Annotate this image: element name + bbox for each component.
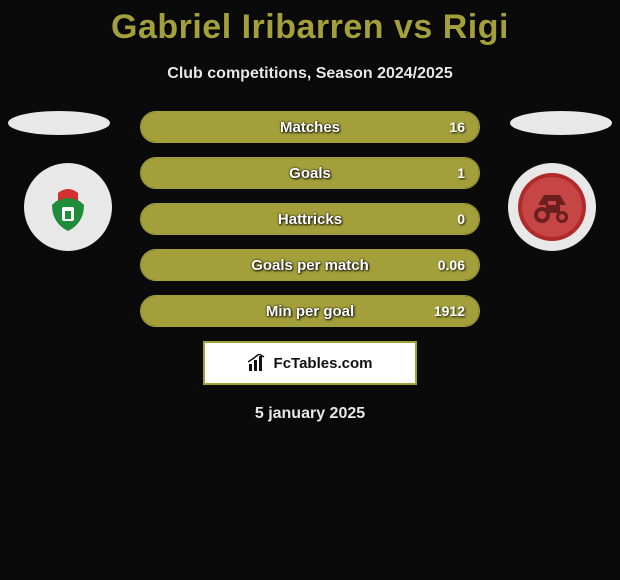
stat-label: Goals [141, 165, 479, 182]
stat-bar: Hattricks0 [140, 203, 480, 235]
stat-label: Min per goal [141, 303, 479, 320]
watermark[interactable]: FcTables.com [203, 341, 417, 385]
stat-bar: Matches16 [140, 111, 480, 143]
stat-bars: Matches16 Goals1 Hattricks0 Goals per match… [140, 111, 480, 327]
club-badge-right [508, 163, 596, 251]
bar-chart-icon [248, 354, 270, 372]
tractor-icon [516, 171, 588, 243]
stat-label: Hattricks [141, 211, 479, 228]
stat-value-right: 1912 [434, 303, 465, 319]
stat-bar: Goals1 [140, 157, 480, 189]
watermark-label: FcTables.com [274, 355, 373, 372]
stat-value-right: 1 [457, 165, 465, 181]
stat-value-right: 16 [449, 119, 465, 135]
player-photo-left-placeholder [8, 111, 110, 135]
stat-value-right: 0 [457, 211, 465, 227]
subtitle: Club competitions, Season 2024/2025 [0, 65, 620, 83]
stat-label: Matches [141, 119, 479, 136]
player-photo-right-placeholder [510, 111, 612, 135]
stat-bar: Goals per match0.06 [140, 249, 480, 281]
comparison-area: Matches16 Goals1 Hattricks0 Goals per match… [0, 111, 620, 423]
club-badge-left [24, 163, 112, 251]
stat-label: Goals per match [141, 257, 479, 274]
stat-value-right: 0.06 [438, 257, 465, 273]
date-label: 5 january 2025 [0, 405, 620, 423]
zob-ahan-icon [32, 171, 104, 243]
stat-bar: Min per goal1912 [140, 295, 480, 327]
page-title: Gabriel Iribarren vs Rigi [0, 0, 620, 47]
